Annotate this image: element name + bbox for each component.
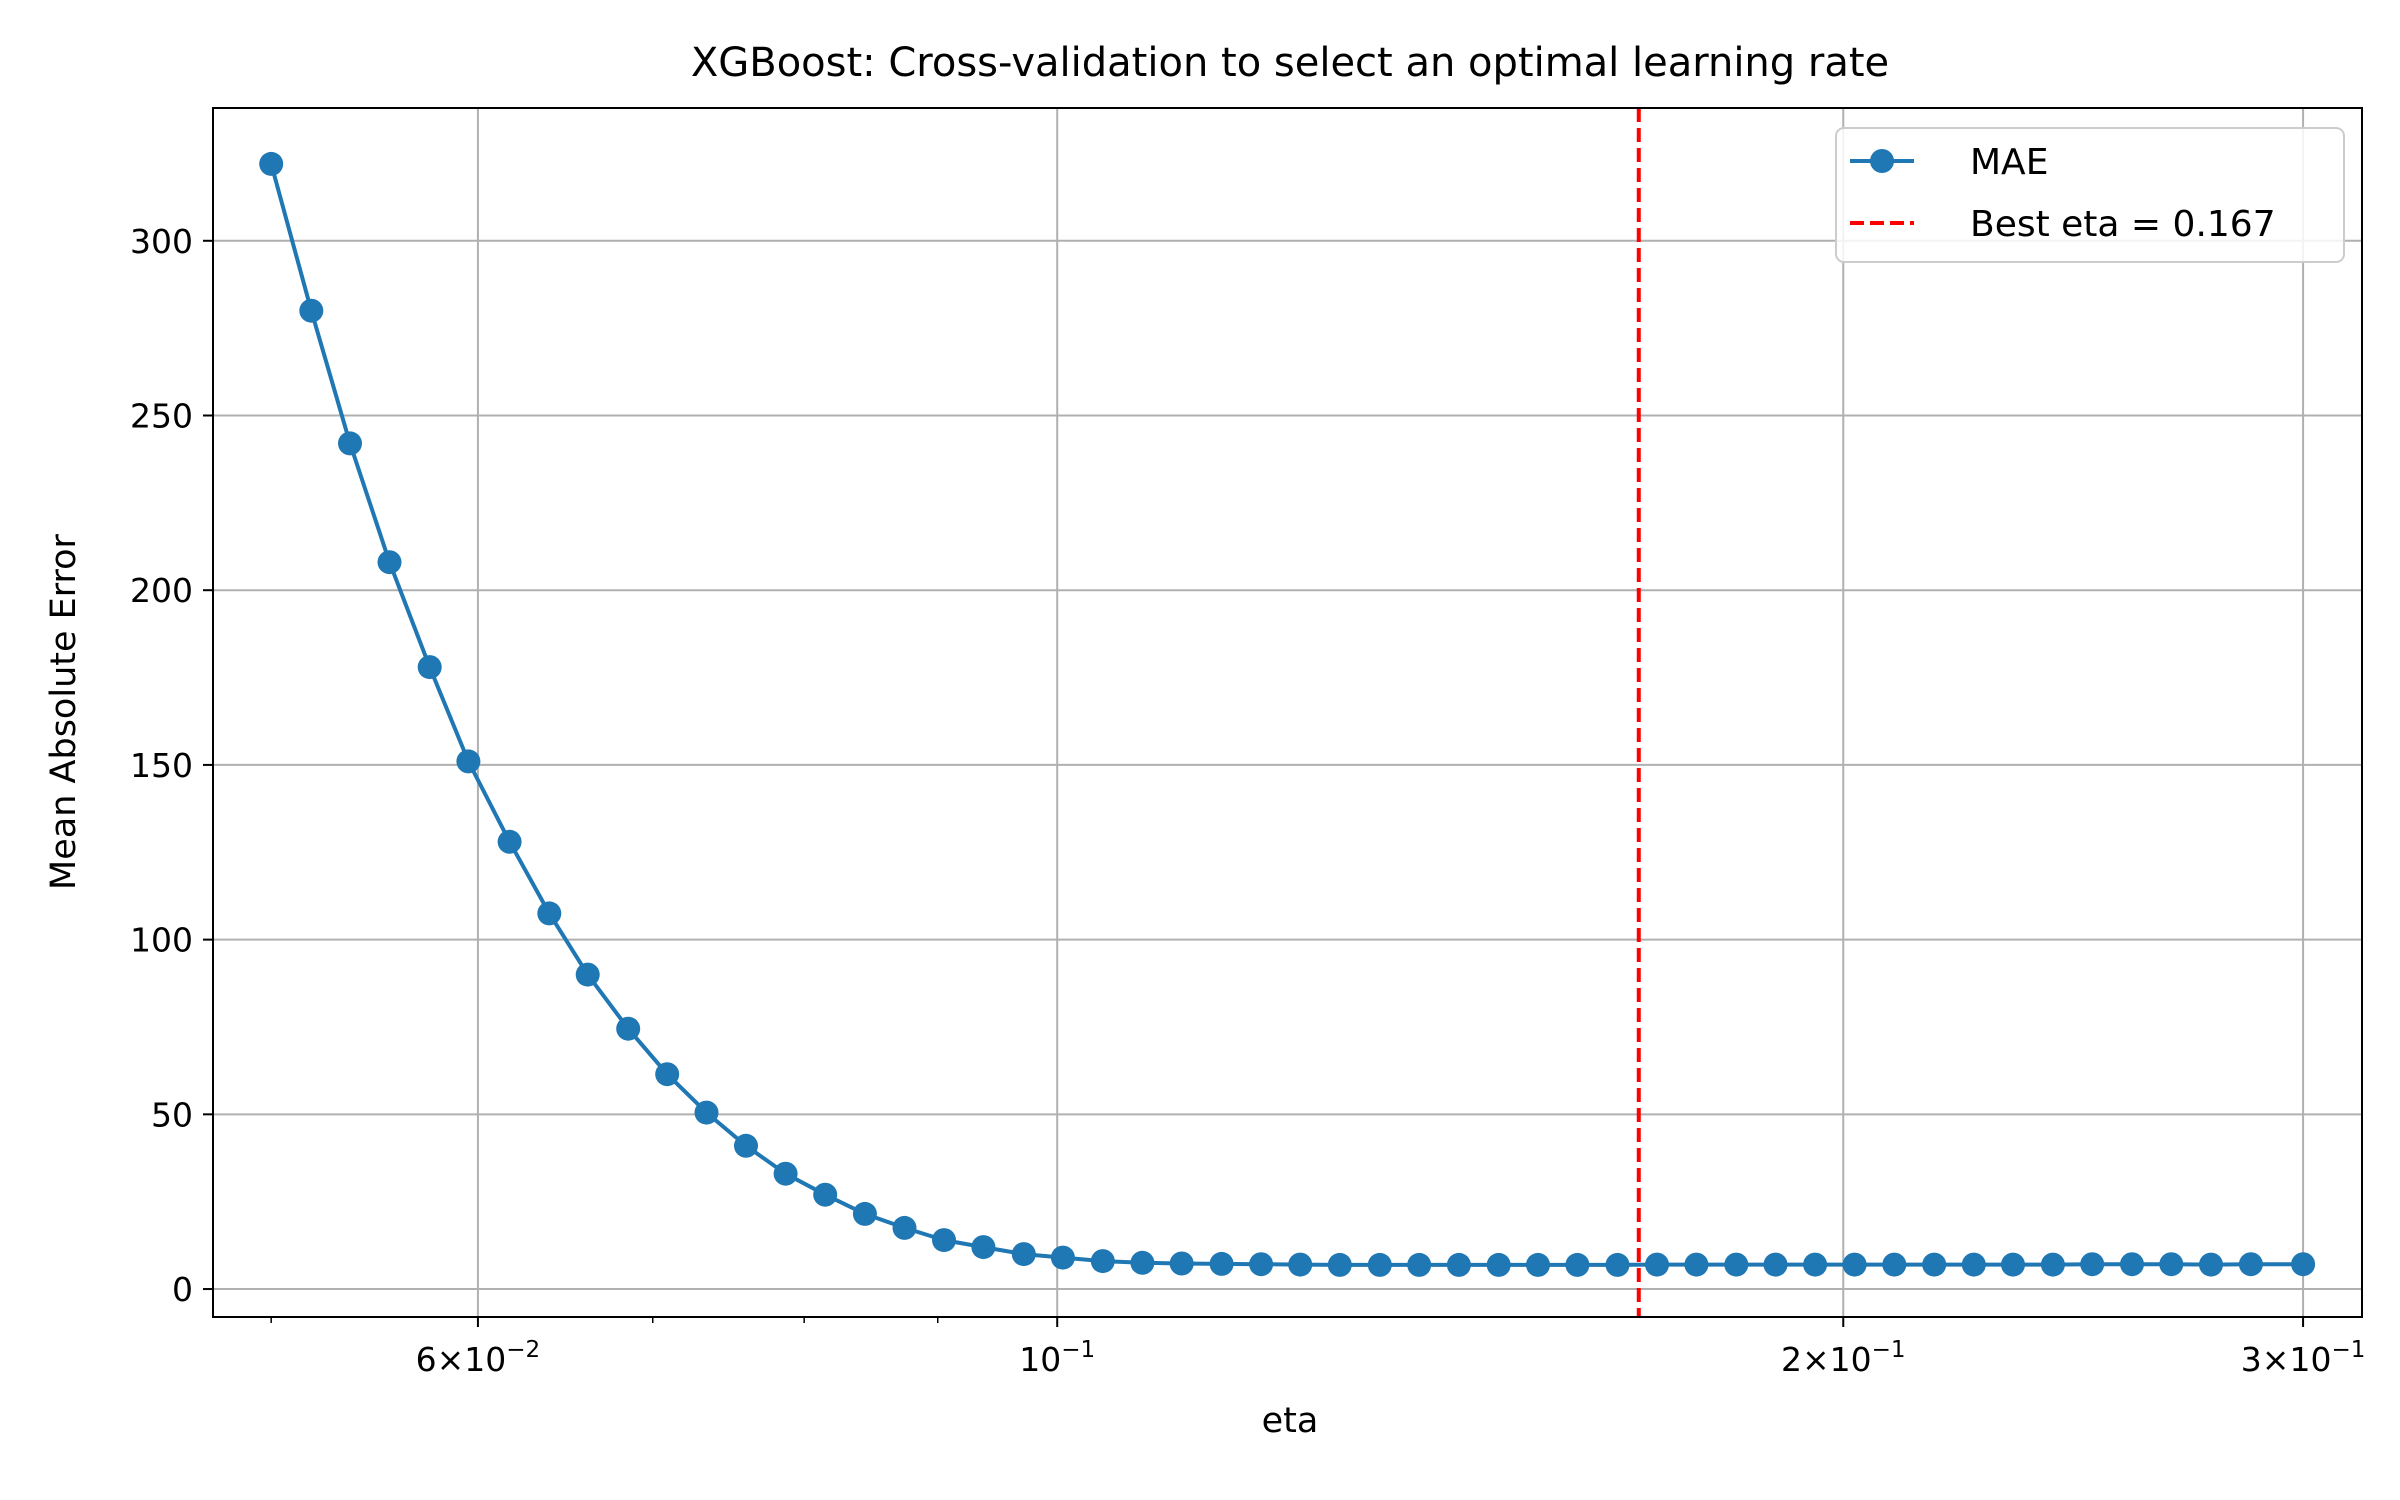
mae-data-point (1882, 1252, 1907, 1277)
mae-data-point (2001, 1252, 2025, 1277)
mae-data-point (1050, 1245, 1075, 1270)
x-tick-label: 6×10−2 (416, 1337, 541, 1379)
mae-data-point (2291, 1252, 2316, 1277)
mae-data-point (1486, 1252, 1511, 1277)
legend-mae-marker (1870, 149, 1894, 173)
y-tick-label: 150 (130, 746, 193, 785)
mae-data-point (1169, 1251, 1194, 1276)
mae-data-point (497, 829, 522, 854)
y-tick-label: 200 (130, 571, 193, 610)
x-axis-label: eta (1262, 1401, 1319, 1441)
y-axis-label: Mean Absolute Error (44, 533, 84, 890)
mae-data-point (456, 749, 481, 774)
mae-data-point (1842, 1252, 1867, 1277)
legend: MAE Best eta = 0.167 (1835, 127, 2345, 263)
mae-data-point (852, 1201, 877, 1226)
mae-data-point (2080, 1252, 2105, 1277)
mae-data-point (2238, 1252, 2263, 1277)
mae-data-point (2040, 1252, 2065, 1277)
mae-data-point (299, 298, 324, 323)
mae-data-point (575, 962, 600, 987)
mae-data-point (377, 550, 402, 575)
mae-data-point (1367, 1252, 1392, 1277)
mae-data-point (932, 1228, 956, 1253)
mae-data-point (694, 1100, 719, 1125)
mae-data-point (417, 655, 442, 680)
mae-data-point (1011, 1242, 1036, 1267)
grid (213, 108, 2362, 1317)
series-layer (259, 151, 2316, 1277)
legend-best-eta-label: Best eta = 0.167 (1970, 204, 2276, 245)
mae-data-point (1763, 1252, 1788, 1277)
mae-data-point (259, 151, 284, 176)
mae-data-point (1090, 1249, 1115, 1274)
mae-data-point (1724, 1252, 1749, 1277)
mae-data-point (1130, 1250, 1155, 1275)
x-tick-label: 10−1 (1019, 1337, 1095, 1379)
mae-data-point (1645, 1252, 1669, 1277)
mae-data-point (338, 431, 362, 456)
mae-data-point (2120, 1252, 2144, 1277)
mae-data-point (734, 1133, 758, 1158)
mae-data-point (1327, 1252, 1352, 1277)
mae-data-point (1684, 1252, 1709, 1277)
mae-data-point (2159, 1252, 2184, 1277)
mae-data-point (971, 1235, 996, 1260)
chart-title: XGBoost: Cross-validation to select an o… (691, 40, 1889, 86)
mae-data-point (2199, 1252, 2223, 1277)
mae-data-point (1526, 1252, 1550, 1277)
mae-data-point (1922, 1252, 1947, 1277)
y-tick-label: 300 (130, 222, 193, 261)
legend-box (1835, 127, 2345, 263)
y-tick-label: 100 (130, 921, 193, 960)
mae-data-point (1961, 1252, 1986, 1277)
legend-mae-label: MAE (1970, 142, 2048, 183)
x-tick-label: 2×10−1 (1781, 1337, 1906, 1379)
x-tick-label: 3×10−1 (2241, 1337, 2366, 1379)
mae-data-point (537, 901, 562, 926)
axes-ticks: 0 50 100 150 200 250 300 6×10−2 10−1 2×10−1 3×10−1 (130, 222, 2365, 1379)
mae-data-point (813, 1182, 838, 1207)
plot-frame (212, 107, 2363, 1318)
mae-data-point (1446, 1252, 1471, 1277)
mae-data-point (1288, 1252, 1313, 1277)
y-tick-label: 50 (151, 1095, 193, 1134)
mae-data-point (773, 1161, 798, 1186)
mae-data-point (1209, 1251, 1234, 1276)
mae-data-point (1565, 1252, 1590, 1277)
y-tick-label: 250 (130, 396, 193, 435)
mae-data-point (616, 1016, 641, 1041)
y-tick-label: 0 (172, 1270, 193, 1309)
mae-data-point (1803, 1252, 1828, 1277)
mae-data-point (1605, 1252, 1630, 1277)
mae-series-line (269, 163, 2304, 1267)
mae-data-point (892, 1215, 917, 1240)
mae-data-point (655, 1062, 680, 1087)
mae-data-point (1249, 1252, 1274, 1277)
mae-data-point (1407, 1252, 1432, 1277)
